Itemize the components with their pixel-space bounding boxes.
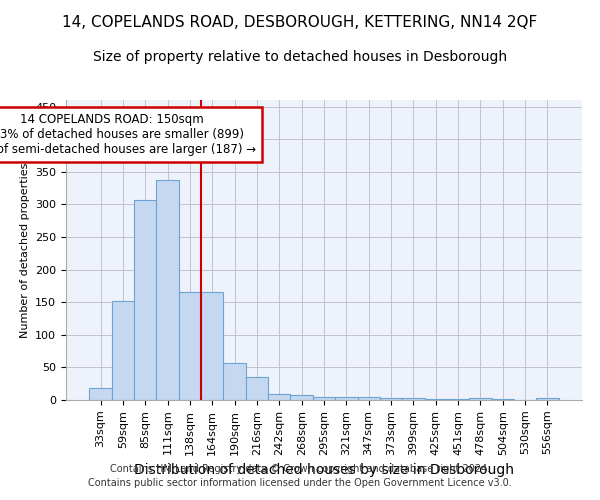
X-axis label: Distribution of detached houses by size in Desborough: Distribution of detached houses by size … xyxy=(134,463,514,477)
Text: Size of property relative to detached houses in Desborough: Size of property relative to detached ho… xyxy=(93,50,507,64)
Bar xyxy=(201,292,223,400)
Text: 14 COPELANDS ROAD: 150sqm
← 83% of detached houses are smaller (899)
17% of semi: 14 COPELANDS ROAD: 150sqm ← 83% of detac… xyxy=(0,113,256,156)
Bar xyxy=(134,200,157,400)
Bar xyxy=(89,388,112,400)
Bar xyxy=(380,398,402,400)
Bar xyxy=(157,180,179,400)
Bar xyxy=(268,394,290,400)
Bar xyxy=(358,398,380,400)
Bar xyxy=(335,398,358,400)
Bar xyxy=(425,398,447,400)
Text: 14, COPELANDS ROAD, DESBOROUGH, KETTERING, NN14 2QF: 14, COPELANDS ROAD, DESBOROUGH, KETTERIN… xyxy=(62,15,538,30)
Text: Contains HM Land Registry data © Crown copyright and database right 2024.
Contai: Contains HM Land Registry data © Crown c… xyxy=(88,464,512,487)
Bar xyxy=(290,395,313,400)
Bar xyxy=(469,398,491,400)
Bar xyxy=(246,377,268,400)
Bar xyxy=(223,363,246,400)
Bar xyxy=(536,398,559,400)
Bar xyxy=(402,398,425,400)
Y-axis label: Number of detached properties: Number of detached properties xyxy=(20,162,29,338)
Bar xyxy=(447,398,469,400)
Bar xyxy=(313,396,335,400)
Bar xyxy=(112,301,134,400)
Bar xyxy=(179,292,201,400)
